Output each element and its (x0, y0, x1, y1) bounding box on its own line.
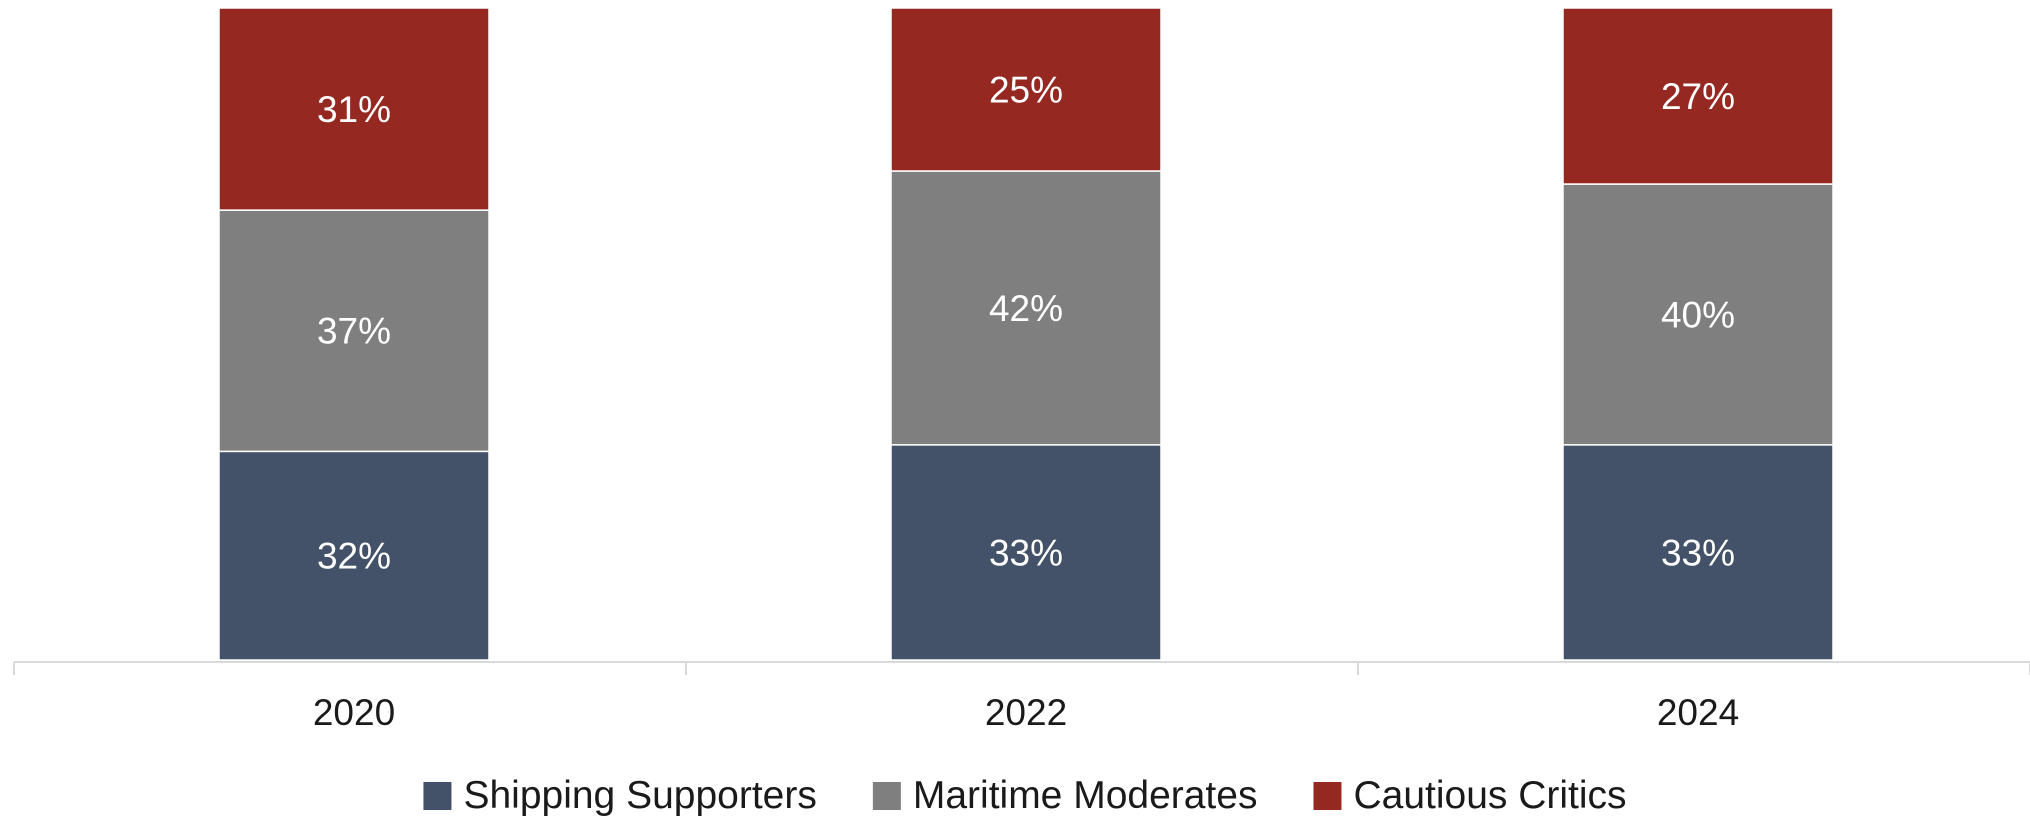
bar-segment-cautious-critics-2020 (218, 7, 490, 211)
legend-label-maritime-moderates: Maritime Moderates (913, 774, 1258, 817)
data-label-maritime-moderates-2022: 42% (989, 288, 1063, 329)
legend-label-cautious-critics: Cautious Critics (1353, 774, 1626, 817)
x-tick-label-2022: 2022 (985, 692, 1067, 733)
legend-swatch-shipping-supporters (423, 782, 452, 810)
data-label-shipping-supporters-2020: 32% (317, 536, 391, 577)
bar-segment-cautious-critics-2022 (890, 7, 1162, 172)
data-label-maritime-moderates-2024: 40% (1661, 294, 1735, 335)
legend-item-shipping-supporters: Shipping Supporters (423, 774, 817, 817)
legend-label-shipping-supporters: Shipping Supporters (463, 774, 816, 817)
data-label-maritime-moderates-2020: 37% (317, 311, 391, 352)
bar-segment-maritime-moderates-2024 (1562, 183, 1834, 446)
legend: Shipping Supporters Maritime Moderates Cau… (423, 774, 1627, 817)
x-tick-label-2020: 2020 (313, 692, 395, 733)
bar-segment-maritime-moderates-2022 (890, 170, 1162, 446)
bar-segment-shipping-supporters-2020 (218, 450, 490, 661)
data-label-shipping-supporters-2022: 33% (989, 532, 1063, 573)
bar-segment-shipping-supporters-2024 (1562, 444, 1834, 661)
legend-swatch-cautious-critics (1313, 782, 1342, 810)
legend-item-cautious-critics: Cautious Critics (1313, 774, 1627, 817)
legend-item-maritime-moderates: Maritime Moderates (872, 774, 1258, 817)
bar-segment-maritime-moderates-2020 (218, 209, 490, 453)
data-label-cautious-critics-2022: 25% (989, 70, 1063, 111)
bar-segment-shipping-supporters-2022 (890, 444, 1162, 661)
bar-segment-cautious-critics-2024 (1562, 7, 1834, 185)
bars-layer: 32% 37% 31% 33% 42% 25% 33% 40% 27% (218, 7, 1834, 661)
x-axis: 2020 2022 2024 (13, 661, 2030, 733)
data-label-cautious-critics-2020: 31% (317, 89, 391, 130)
legend-swatch-maritime-moderates (872, 782, 901, 810)
data-label-shipping-supporters-2024: 33% (1661, 532, 1735, 573)
x-tick-label-2024: 2024 (1657, 692, 1739, 733)
data-label-cautious-critics-2024: 27% (1661, 76, 1735, 117)
